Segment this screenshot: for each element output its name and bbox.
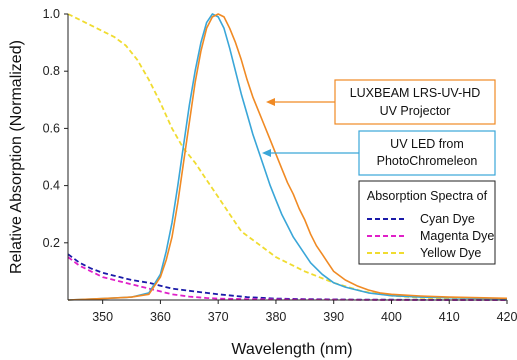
x-tick-label: 400	[381, 310, 402, 324]
x-tick-label: 370	[208, 310, 229, 324]
y-tick-label: 1.0	[43, 7, 60, 21]
x-tick-label: 390	[323, 310, 344, 324]
annotation-led-arrowhead	[262, 149, 271, 157]
axes	[67, 14, 507, 301]
x-tick-label: 410	[439, 310, 460, 324]
legend-title: Absorption Spectra of	[367, 189, 488, 203]
series-line-luxbeam-lrs-uv-hd-uv-projector	[67, 13, 508, 301]
annotation-projector-line1: LUXBEAM LRS-UV-HD	[350, 86, 481, 100]
annotation-led: UV LED from PhotoChromeleon	[262, 130, 496, 176]
y-axis-title: Relative Absorption (Normalized)	[8, 40, 25, 274]
annotation-projector-box	[334, 79, 496, 125]
annotation-led-line2: PhotoChromeleon	[377, 154, 478, 168]
legend-label-yellow: Yellow Dye	[420, 246, 481, 260]
legend: Absorption Spectra of Cyan Dye Magenta D…	[358, 180, 496, 265]
annotation-led-box	[358, 130, 496, 176]
x-tick-label: 360	[150, 310, 171, 324]
legend-label-cyan: Cyan Dye	[420, 212, 475, 226]
x-tick-label: 420	[497, 310, 517, 324]
ticks: 350 360 370 380 390 400 410 420 0.2 0.4 0.6 0.8 1.0	[43, 7, 517, 324]
y-tick-label: 0.6	[43, 121, 60, 135]
series-line-uv-led-from-photochromeleon	[67, 13, 508, 301]
annotation-projector: LUXBEAM LRS-UV-HD UV Projector	[266, 79, 496, 125]
legend-box	[358, 180, 496, 265]
annotation-projector-arrowhead	[266, 98, 275, 106]
y-tick-label: 0.2	[43, 236, 60, 250]
legend-label-magenta: Magenta Dye	[420, 229, 494, 243]
y-tick-label: 0.8	[43, 64, 60, 78]
annotation-projector-line2: UV Projector	[380, 104, 451, 118]
annotation-led-line1: UV LED from	[390, 137, 464, 151]
x-axis-title: Wavelength (nm)	[231, 341, 352, 358]
y-tick-label: 0.4	[43, 179, 60, 193]
x-tick-label: 380	[266, 310, 287, 324]
x-tick-label: 350	[92, 310, 113, 324]
